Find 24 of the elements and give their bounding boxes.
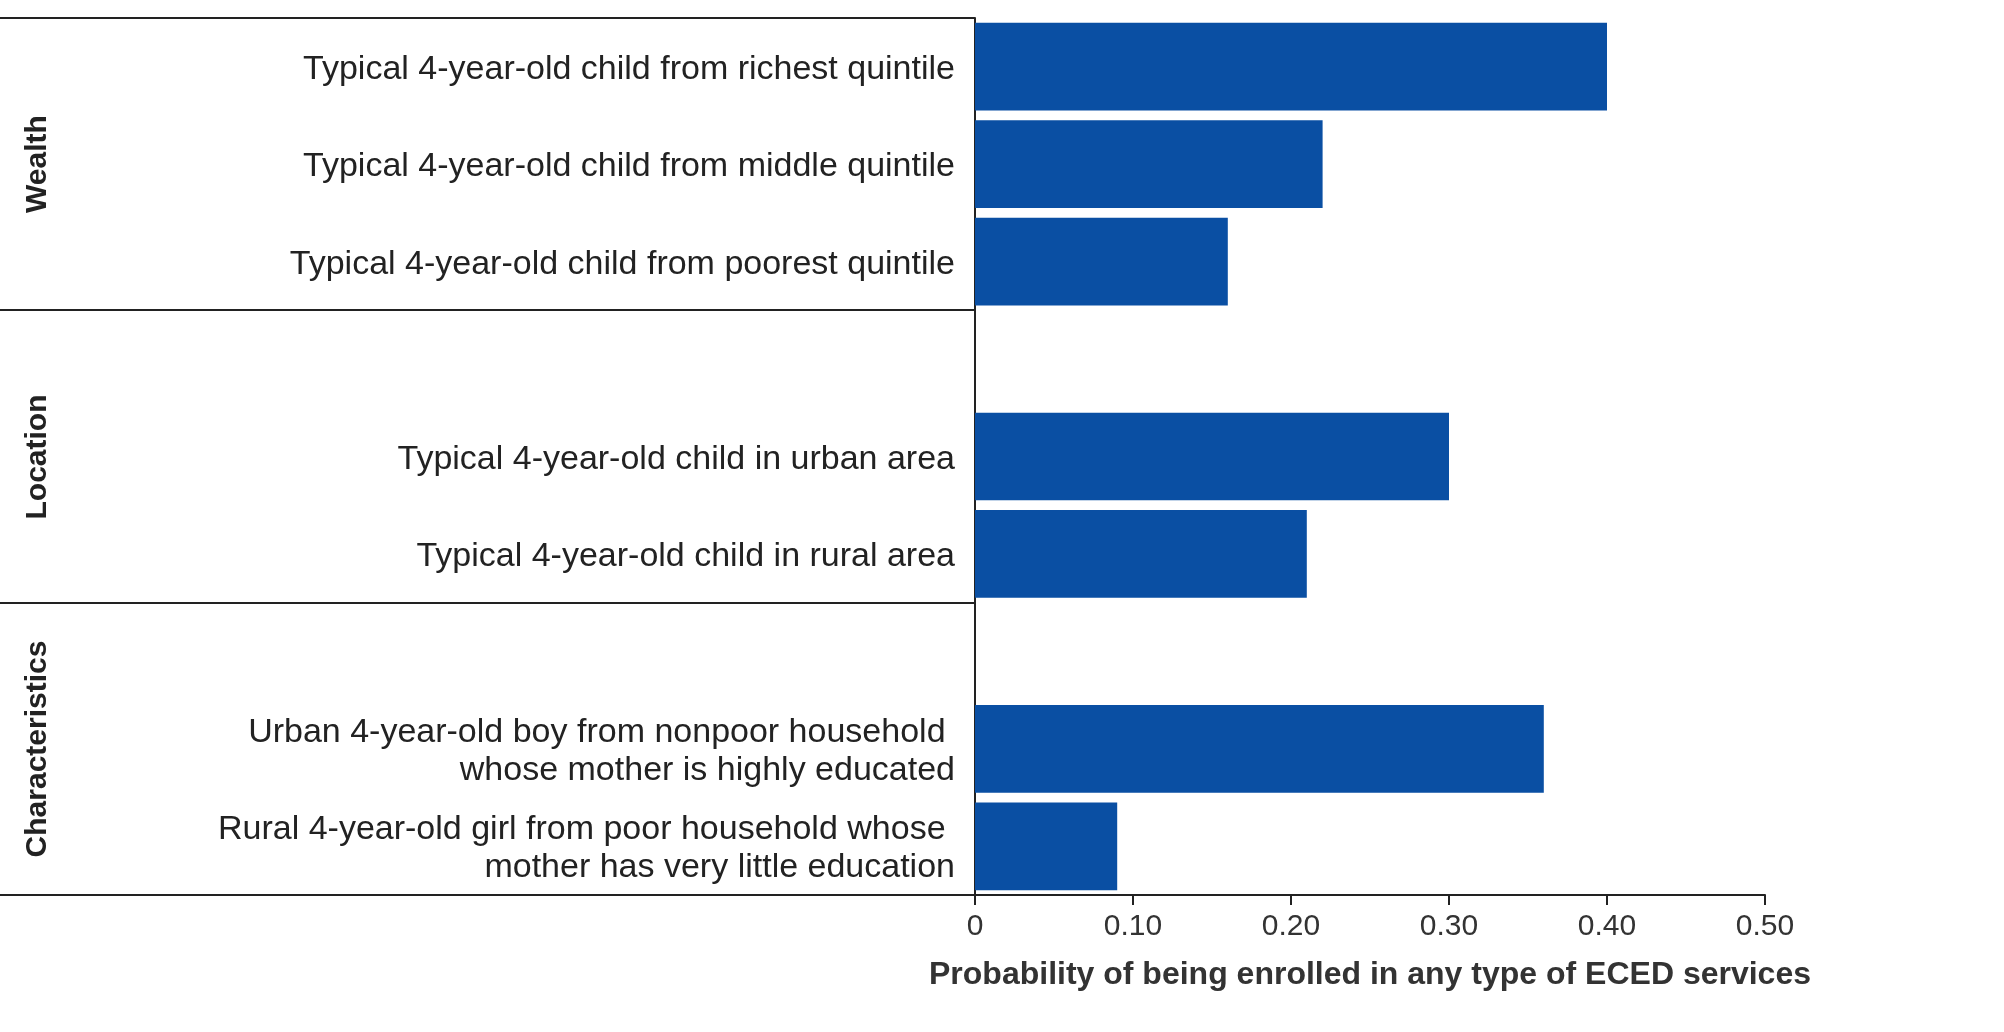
x-tick-label: 0.30: [1419, 907, 1479, 941]
bar: [975, 120, 1323, 209]
bar: [975, 802, 1118, 891]
bar: [975, 704, 1544, 793]
bar: [975, 412, 1449, 501]
bar: [975, 22, 1607, 111]
x-tick-label: 0.40: [1577, 907, 1637, 941]
text: Wealth: [19, 115, 53, 214]
y-tick-label: Rural 4-year-old girl from poor household whose mother has very little education: [217, 808, 955, 885]
y-tick-label: Urban 4-year-old boy from nonpoor household whose mother is highly educated: [248, 710, 955, 787]
x-tick-label: 0.10: [1103, 907, 1163, 941]
x-tick-label: 0.20: [1261, 907, 1321, 941]
y-tick-label: Typical 4-year-old child from middle quintile: [303, 145, 955, 184]
text: Characteristics: [19, 640, 53, 858]
x-tick-label: 0: [966, 907, 984, 941]
x-axis-title: Probability of being enrolled in any type of ECED services: [929, 955, 1811, 991]
text: Location: [19, 394, 53, 519]
y-tick-label: Typical 4-year-old child in urban area: [397, 437, 956, 476]
y-tick-label: Typical 4-year-old child from poorest quintile: [289, 242, 955, 281]
bar: [975, 510, 1307, 598]
x-tick-label: 0.50: [1735, 907, 1795, 941]
bar: [975, 217, 1228, 306]
y-tick-label: Typical 4-year-old child in rural area: [416, 534, 956, 573]
y-tick-label: Typical 4-year-old child from richest quintile: [303, 47, 955, 86]
